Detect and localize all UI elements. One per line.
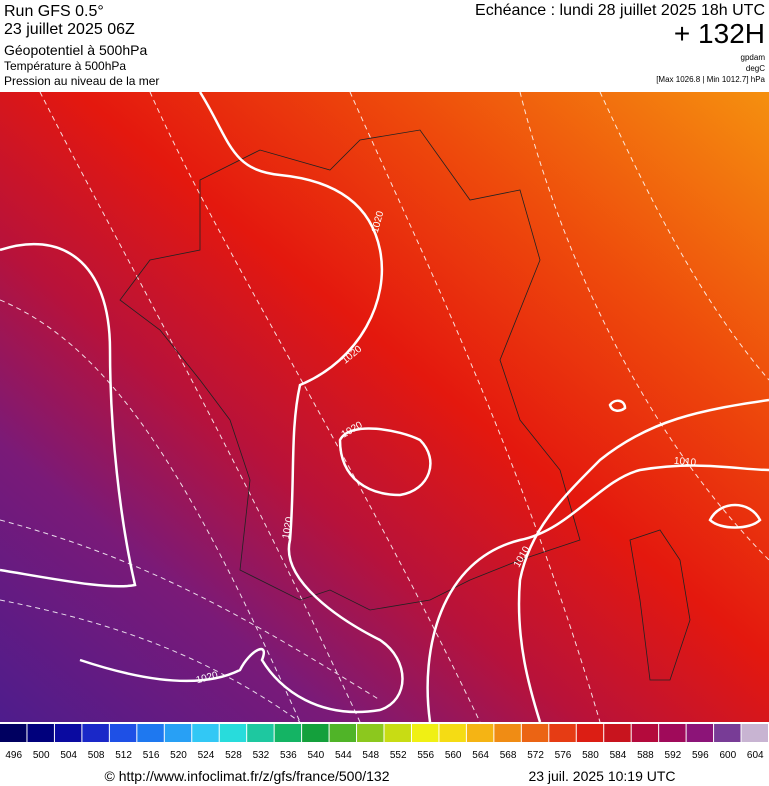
colorbar-swatch [357,724,384,742]
colorbar-label: 508 [88,750,105,761]
colorbar-label: 576 [555,750,572,761]
colorbar-swatch [521,724,549,742]
colorbar-swatch [27,724,54,742]
unit: degC [746,64,765,73]
colorbar-swatch [494,724,521,742]
colorbar-label: 556 [417,750,434,761]
colorbar-swatch [411,724,439,742]
unit: [Max 1026.8 | Min 1012.7] hPa [656,75,765,84]
colorbar-swatch [219,724,247,742]
contour-label: 1010 [673,456,697,469]
colorbar-label: 516 [143,750,160,761]
colorbar-swatch [741,724,768,742]
colorbar-swatch [82,724,109,742]
colorbar-label: 552 [390,750,407,761]
footer-url: © http://www.infoclimat.fr/z/gfs/france/… [105,768,390,784]
colorbar-label: 580 [582,750,599,761]
unit: gpdam [741,53,766,62]
footer-timestamp: 23 juil. 2025 10:19 UTC [528,768,675,784]
colorbar-swatch [686,724,714,742]
colorbar: 496 500 504 508 512 516 520 524 528 532 536 540 544 5… [0,724,768,761]
colorbar-label: 536 [280,750,297,761]
colorbar-swatch [631,724,659,742]
colorbar-label: 540 [307,750,324,761]
colorbar-swatch [109,724,137,742]
colorbar-label: 604 [747,750,764,761]
run: Run GFS 0.5° [4,3,104,20]
colorbar-swatch [384,724,411,742]
colorbar-label: 600 [719,750,736,761]
colorbar-label: 512 [115,750,132,761]
colorbar-label: 584 [610,750,627,761]
colorbar-label: 504 [60,750,77,761]
coastline [119,129,691,681]
colorbar-label: 524 [198,750,215,761]
colorbar-label: 596 [692,750,709,761]
colorbar-swatch [54,724,82,742]
colorbar-swatch [659,724,686,742]
colorbar-swatch [0,724,27,742]
pressure-contours [0,91,769,723]
field: Géopotentiel à 500hPa [4,42,147,58]
colorbar-swatch [137,724,164,742]
colorbar-swatch [329,724,357,742]
colorbar-label: 568 [500,750,517,761]
colorbar-swatch [604,724,631,742]
colorbar-swatch [247,724,274,742]
colorbar-label: 544 [335,750,352,761]
colorbar-swatch [164,724,192,742]
colorbar-swatch [274,724,302,742]
colorbar-label: 532 [253,750,270,761]
colorbar-swatch [302,724,329,742]
colorbar-label: 572 [527,750,544,761]
colorbar-swatch [192,724,219,742]
lead-time: + 132H [674,18,765,49]
map-field [0,92,769,722]
colorbar-swatch [549,724,576,742]
colorbar-label: 548 [362,750,379,761]
colorbar-label: 520 [170,750,187,761]
colorbar-label: 528 [225,750,242,761]
colorbar-swatch [466,724,494,742]
colorbar-swatch [439,724,466,742]
echeance: Echéance : lundi 28 juillet 2025 18h UTC [475,2,765,19]
colorbar-label: 560 [445,750,462,761]
colorbar-swatch [714,724,741,742]
colorbar-label: 496 [5,750,22,761]
colorbar-label: 588 [637,750,654,761]
run-date: 23 juillet 2025 06Z [4,21,135,38]
colorbar-label: 592 [665,750,682,761]
colorbar-label: 500 [33,750,50,761]
contour-label: 1020 [281,516,296,540]
temperature-contours [0,91,769,723]
field: Température à 500hPa [4,59,126,73]
colorbar-swatch [576,724,604,742]
colorbar-label: 564 [472,750,489,761]
field: Pression au niveau de la mer [4,74,159,88]
